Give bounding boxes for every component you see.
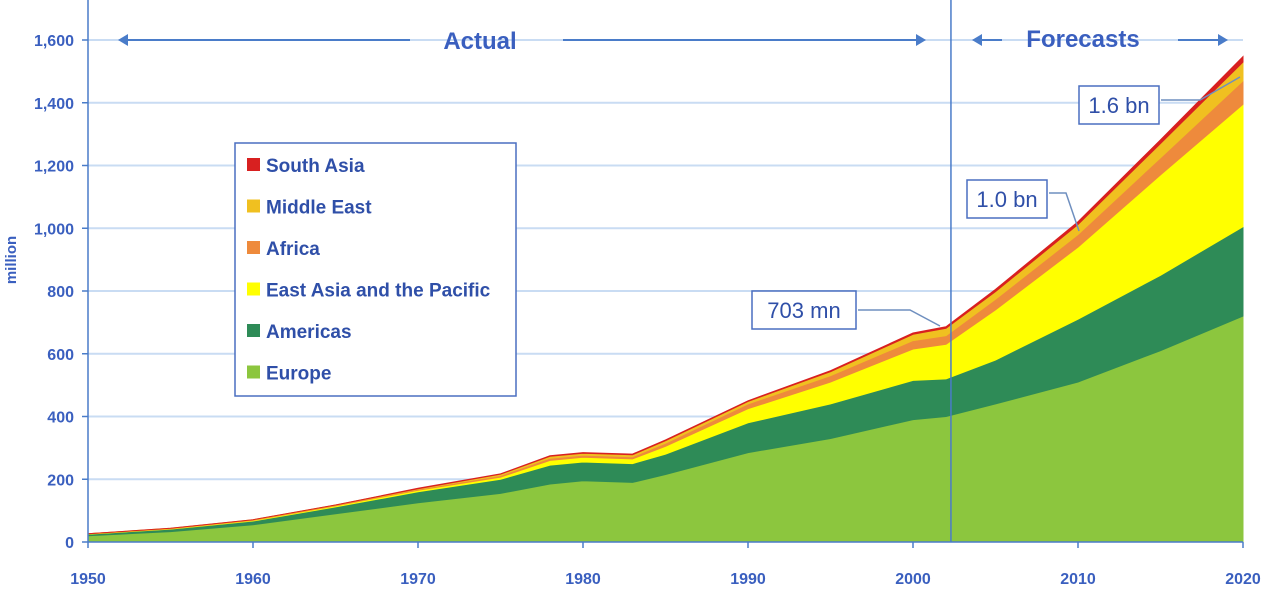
annotation-leader-line [858, 309, 941, 327]
y-tick-label: 800 [47, 284, 74, 301]
x-tick-label: 1980 [565, 571, 601, 588]
legend-label: South Asia [266, 156, 365, 177]
legend-swatch [247, 241, 260, 254]
x-tick-label: 1990 [730, 571, 766, 588]
legend-swatch [247, 365, 260, 379]
legend-label: East Asia and the Pacific [266, 281, 491, 302]
y-tick-label: 400 [47, 410, 74, 427]
annotation-box [1078, 85, 1160, 125]
period-header: Actual Forecasts [118, 0, 1228, 542]
forecast-arrow-left-head [972, 34, 982, 46]
annotation-leader-line [1049, 192, 1080, 232]
annotation-box [966, 179, 1048, 219]
y-tick-label: 600 [47, 347, 74, 364]
y-tick-label: 1,200 [34, 159, 74, 176]
actual-label: Actual [443, 28, 516, 55]
legend-label: Americas [266, 322, 352, 343]
actual-arrow-right-head [916, 34, 926, 46]
actual-arrow-left-head [118, 34, 128, 46]
legend-swatch [247, 282, 260, 296]
legend-swatch [247, 199, 260, 213]
x-tick-label: 2000 [895, 571, 931, 588]
legend-box [234, 142, 517, 397]
annotations: 703 mn 1.0 bn 1.6 bn [751, 76, 1241, 330]
y-tick-label: 1,600 [34, 33, 74, 50]
x-tick-label: 1970 [400, 571, 436, 588]
annotation-label: 703 mn [767, 298, 840, 323]
forecasts-label: Forecasts [1026, 26, 1139, 53]
legend-label: Europe [266, 364, 331, 385]
legend-swatch [247, 158, 260, 171]
annotation-label: 1.0 bn [976, 187, 1037, 212]
annotation-box [751, 290, 857, 330]
y-tick-label: 1,000 [34, 221, 74, 238]
x-tick-label: 2020 [1225, 571, 1261, 588]
annotation-leader-line [1161, 76, 1241, 101]
x-tick-label: 2010 [1060, 571, 1096, 588]
area-south-asia [87, 55, 1244, 535]
legend: South Asia Middle East Africa East Asia and… [234, 142, 517, 397]
legend-label: Africa [266, 239, 320, 260]
y-tick-label: 1,400 [34, 96, 74, 113]
legend-label: Middle East [266, 198, 372, 219]
y-tick-label: 0 [65, 535, 74, 552]
x-tick-label: 1960 [235, 571, 271, 588]
y-axis-title: million [3, 236, 20, 284]
axes: 0 200 400 600 800 1,000 1,200 1,400 1,600 1950 196… [3, 0, 1261, 588]
annotation-label: 1.6 bn [1088, 93, 1149, 118]
forecast-arrow-right-head [1218, 34, 1228, 46]
legend-swatch [247, 324, 260, 337]
y-tick-label: 200 [47, 472, 74, 489]
stacked-areas [87, 55, 1244, 543]
x-tick-label: 1950 [70, 571, 106, 588]
